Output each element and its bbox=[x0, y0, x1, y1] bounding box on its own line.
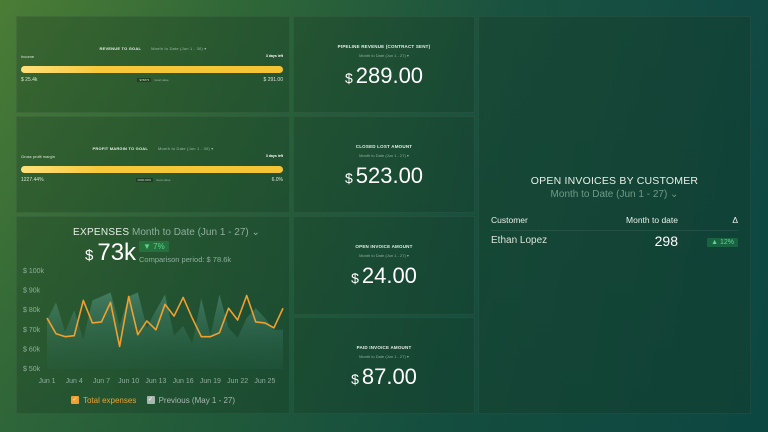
metric-label: Income bbox=[21, 54, 35, 59]
widget-title: REVENUE TO GOAL Month to Date (Jun 1 - 30… bbox=[99, 46, 207, 51]
chart-legend: ✓ Total expenses ✓ Previous (May 1 - 27) bbox=[17, 394, 289, 405]
svg-text:$ 80k: $ 80k bbox=[23, 307, 41, 314]
widget-title: CLOSED LOST AMOUNT bbox=[355, 144, 413, 149]
svg-text:$ 50k: $ 50k bbox=[23, 366, 41, 373]
goal-start-value: $ 25.4k bbox=[21, 77, 38, 83]
checkbox-checked-icon[interactable]: ✓ bbox=[70, 396, 79, 404]
svg-text:Jun 4: Jun 4 bbox=[66, 378, 83, 385]
change-badge: ▼ 7% bbox=[139, 241, 169, 252]
period-selector[interactable]: Month to Date (Jun 1 - 30) ▾ bbox=[158, 146, 214, 151]
period-selector[interactable]: Month to Date (Jun 1 - 30) ▾ bbox=[151, 46, 207, 51]
column-header-customer[interactable]: Customer bbox=[491, 215, 528, 225]
goal-progress-bar bbox=[21, 166, 283, 173]
column-header-month-to-date[interactable]: Month to date bbox=[626, 215, 678, 225]
y-axis: $ 50k $ 60k $ 70k $ 80k $ 90k $ 100k bbox=[23, 268, 45, 373]
metric-value: $24.00 bbox=[351, 263, 417, 288]
closed-lost-amount-widget: CLOSED LOST AMOUNT Month to Date (Jun 1 … bbox=[293, 116, 475, 213]
column-header-delta[interactable]: Δ bbox=[732, 215, 738, 225]
delta-badge: ▲ 12% bbox=[707, 238, 738, 247]
svg-text:Jun 13: Jun 13 bbox=[145, 378, 166, 385]
svg-text:Jun 7: Jun 7 bbox=[93, 378, 110, 385]
legend-total-expenses[interactable]: ✓ Total expenses bbox=[70, 395, 137, 405]
expenses-line-chart[interactable]: $ 50k$ 60k$ 70k$ 80k$ 90k$ 100k Jun 1 Jun… bbox=[17, 265, 291, 395]
metric-value: $289.00 bbox=[344, 63, 424, 88]
widget-title: PIPELINE REVENUE (CONTRACT SENT) bbox=[337, 44, 431, 49]
svg-text:Jun 19: Jun 19 bbox=[200, 378, 221, 385]
svg-text:Jun 10: Jun 10 bbox=[118, 378, 139, 385]
table-header: Customer Month to date Δ bbox=[491, 215, 738, 231]
svg-text:$ 60k: $ 60k bbox=[23, 346, 41, 353]
metric-value: $523.00 bbox=[344, 163, 424, 188]
metric-label: Gross profit margin bbox=[21, 154, 56, 159]
month-to-date-value: 298 bbox=[654, 233, 678, 249]
expenses-value: $73k bbox=[85, 239, 137, 266]
period-selector[interactable]: Month to Date (Jun 1 - 27) ▾ bbox=[359, 153, 409, 158]
svg-text:Jun 1: Jun 1 bbox=[38, 378, 55, 385]
legend-previous-period[interactable]: ✓ Previous (May 1 - 27) bbox=[146, 395, 236, 405]
svg-text:Jun 16: Jun 16 bbox=[173, 378, 194, 385]
expenses-widget: EXPENSES Month to Date (Jun 1 - 27) ⌄ $7… bbox=[16, 216, 290, 414]
metric-value: $87.00 bbox=[351, 364, 417, 389]
total-expenses-line bbox=[46, 294, 284, 348]
widget-title: OPEN INVOICE AMOUNT bbox=[355, 244, 413, 249]
period-selector[interactable]: Month to Date (Jun 1 - 27) ▾ bbox=[359, 253, 409, 258]
widget-title: EXPENSES bbox=[73, 227, 130, 238]
comparison-text: Comparison period: $ 78.6k bbox=[139, 255, 232, 264]
profit-margin-to-goal-widget: PROFIT MARGIN TO GOAL Month to Date (Jun … bbox=[16, 116, 290, 213]
svg-text:Jun 22: Jun 22 bbox=[227, 378, 248, 385]
goal-progress-bar bbox=[21, 66, 283, 73]
open-invoices-by-customer-widget: OPEN INVOICES BY CUSTOMER Month to Date … bbox=[478, 16, 751, 414]
revenue-to-goal-widget: REVENUE TO GOAL Month to Date (Jun 1 - 30… bbox=[16, 16, 290, 113]
goal-end-value: $ 291.00 bbox=[263, 77, 283, 83]
goal-mid-label: $76873 Goal value bbox=[137, 78, 169, 82]
svg-text:Jun 25: Jun 25 bbox=[254, 378, 275, 385]
paid-invoice-amount-widget: PAID INVOICE AMOUNT Month to Date (Jun 1… bbox=[293, 317, 475, 414]
svg-text:$ 90k: $ 90k bbox=[23, 288, 41, 295]
pipeline-revenue-widget: PIPELINE REVENUE (CONTRACT SENT) Month t… bbox=[293, 16, 475, 113]
customer-name: Ethan Lopez bbox=[491, 235, 548, 246]
period-selector[interactable]: Month to Date (Jun 1 - 27) ▾ bbox=[359, 53, 409, 58]
widget-title: PAID INVOICE AMOUNT bbox=[356, 345, 412, 350]
open-invoice-amount-widget: OPEN INVOICE AMOUNT Month to Date (Jun 1… bbox=[293, 216, 475, 315]
svg-text:$ 70k: $ 70k bbox=[23, 327, 41, 334]
table-row[interactable]: Ethan Lopez 298 ▲ 12% bbox=[491, 233, 738, 255]
widget-title: OPEN INVOICES BY CUSTOMER bbox=[530, 175, 699, 187]
goal-mid-label: 0000.00% Goal value bbox=[135, 178, 171, 182]
checkbox-checked-icon[interactable]: ✓ bbox=[146, 396, 155, 404]
days-left: 3 days left bbox=[265, 154, 283, 158]
goal-end-value: 6.0% bbox=[271, 177, 283, 183]
svg-text:$ 100k: $ 100k bbox=[23, 268, 45, 275]
period-selector[interactable]: Month to Date (Jun 1 - 27) ⌄ bbox=[132, 227, 260, 238]
x-axis: Jun 1 Jun 4 Jun 7 Jun 10 Jun 13 Jun 16 Jun 19 J… bbox=[38, 378, 275, 385]
goal-start-value: 1227.44% bbox=[21, 177, 44, 183]
widget-title: PROFIT MARGIN TO GOAL Month to Date (Jun … bbox=[92, 146, 214, 151]
period-selector[interactable]: Month to Date (Jun 1 - 27) ▾ bbox=[359, 354, 409, 359]
period-selector[interactable]: Month to Date (Jun 1 - 27) ⌄ bbox=[550, 189, 679, 200]
days-left: 3 days left bbox=[265, 54, 283, 58]
